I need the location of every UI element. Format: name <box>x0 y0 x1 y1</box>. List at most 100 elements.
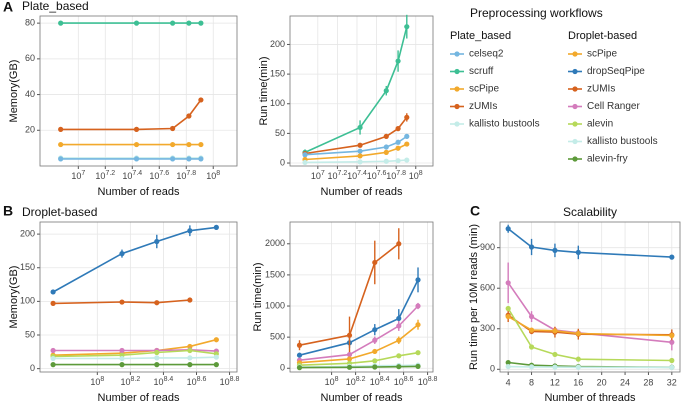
legend-swatch-point <box>454 86 460 92</box>
x-tick-label: 16 <box>573 377 583 387</box>
data-point <box>552 364 558 370</box>
y-tick-label: 150 <box>270 68 285 78</box>
data-point <box>395 158 401 164</box>
data-point <box>383 88 389 94</box>
x-tick-label: 107.4 <box>122 170 142 182</box>
x-axis-label: Number of reads <box>321 392 403 404</box>
data-point <box>372 364 378 370</box>
legend-swatch-point <box>572 138 578 145</box>
data-point <box>372 327 378 333</box>
data-point <box>186 20 192 26</box>
data-point <box>396 353 402 359</box>
data-point <box>50 362 56 368</box>
data-point <box>357 159 363 165</box>
legend-label: kallisto bustools <box>469 119 540 130</box>
x-tick-label: 107.2 <box>328 170 348 182</box>
data-point <box>505 363 511 370</box>
data-point <box>187 347 193 354</box>
x-tick-label: 108.4 <box>370 376 390 388</box>
data-point <box>396 323 402 329</box>
legend-swatch-point <box>454 121 460 127</box>
data-point <box>415 350 421 356</box>
x-tick-label: 28 <box>643 377 653 387</box>
y-tick-label: 20 <box>25 125 35 135</box>
data-point <box>552 247 558 253</box>
plot-border <box>289 221 434 373</box>
plot-background <box>40 222 237 372</box>
y-axis-label: Memory(GB) <box>8 60 20 123</box>
x-axis-label: Number of reads <box>98 392 180 404</box>
data-point <box>154 355 160 361</box>
y-tick-label: 200 <box>20 228 35 238</box>
data-point <box>296 352 303 358</box>
x-axis-label: Number of reads <box>321 186 403 198</box>
y-tick-label: 900 <box>480 242 495 252</box>
x-tick-label: 108.8 <box>220 376 240 388</box>
legend-label: Cell Ranger <box>587 101 640 112</box>
panel-letter: A <box>3 0 13 15</box>
x-tick-label: 4 <box>506 377 511 387</box>
data-point <box>58 156 64 162</box>
data-point <box>372 358 378 364</box>
legend-label: zUMIs <box>469 101 497 112</box>
data-point <box>198 156 204 162</box>
x-tick-label: 107.2 <box>95 170 115 182</box>
x-tick-label: 32 <box>667 377 677 387</box>
data-point <box>296 365 303 371</box>
data-point <box>50 355 56 362</box>
y-tick-label: 2000 <box>265 238 285 248</box>
data-point <box>346 356 353 362</box>
data-point <box>357 153 363 159</box>
x-tick-label: 108.2 <box>346 376 366 388</box>
data-point <box>404 157 410 163</box>
x-tick-label: 8 <box>529 377 534 387</box>
plot-background <box>500 222 680 372</box>
data-point <box>187 355 193 361</box>
data-point <box>346 364 353 370</box>
x-tick-label: 108.6 <box>394 376 414 388</box>
data-point <box>119 362 125 368</box>
y-tick-label: 50 <box>275 128 285 138</box>
x-tick-label: 108.8 <box>418 376 438 388</box>
data-point <box>50 347 56 354</box>
data-point <box>395 126 401 132</box>
x-axis-label: Number of threads <box>544 392 636 404</box>
data-point <box>505 226 511 232</box>
data-point <box>528 244 535 250</box>
y-axis-label: Memory(GB) <box>8 266 20 329</box>
legend-swatch-point <box>572 156 578 162</box>
data-point <box>170 125 176 132</box>
data-point <box>669 339 675 345</box>
x-tick-label: 108 <box>206 170 220 182</box>
y-tick-label: 0 <box>30 363 35 373</box>
plot-border <box>289 15 434 167</box>
y-tick-label: 600 <box>480 283 495 293</box>
data-point <box>357 124 363 131</box>
data-point <box>505 280 511 286</box>
data-point <box>383 133 389 139</box>
data-point <box>170 141 176 148</box>
data-point <box>415 322 421 328</box>
x-tick-label: 24 <box>620 377 630 387</box>
data-point <box>415 277 421 283</box>
data-point <box>154 300 160 306</box>
data-point <box>528 327 535 333</box>
y-tick-label: 50 <box>25 329 35 339</box>
data-point <box>383 158 389 164</box>
plot-border <box>499 221 681 373</box>
legend-label: scruff <box>469 66 493 77</box>
data-point <box>552 328 558 334</box>
data-point <box>505 305 511 312</box>
data-point <box>669 364 675 371</box>
data-point <box>187 228 193 234</box>
data-point <box>415 303 421 309</box>
legend-label: alevin-fry <box>587 154 628 165</box>
data-point <box>213 354 219 360</box>
data-point <box>133 126 140 132</box>
data-point <box>302 152 308 158</box>
data-point <box>154 238 160 245</box>
data-point <box>346 332 353 338</box>
data-point <box>505 313 511 320</box>
legend-swatch-point <box>454 103 460 110</box>
y-tick-label: 40 <box>25 89 35 99</box>
